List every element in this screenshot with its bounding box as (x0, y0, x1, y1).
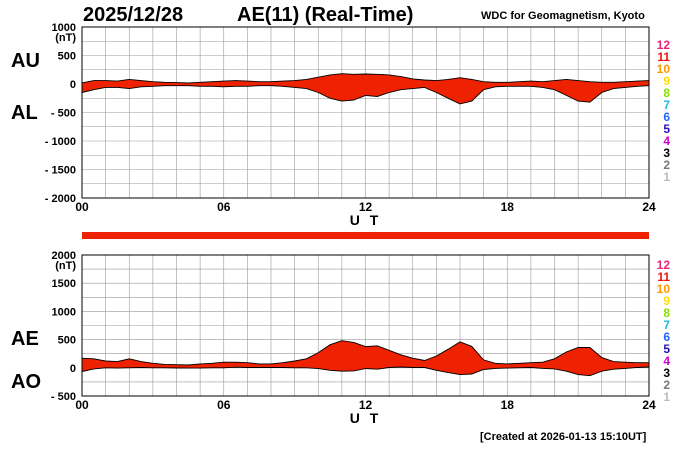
legend-entry: 1 (663, 170, 670, 184)
legend-entry: 4 (663, 134, 670, 148)
legend-entry: 9 (663, 74, 670, 88)
legend-entry: 7 (663, 98, 670, 112)
y-tick-label: 500 (58, 335, 76, 347)
plot-date: 2025/12/28 (83, 4, 184, 26)
au-al-panel: 1000 500 0 - 500 - 1000 - 1500 - 2000 (nT) 00 06 1… (45, 22, 671, 228)
legend-entry: 4 (663, 354, 670, 368)
x-tick-label: 18 (501, 200, 515, 214)
legend-entry: 8 (663, 86, 670, 100)
y-tick-label: 500 (58, 51, 76, 63)
x-tick-label: 24 (642, 200, 656, 214)
legend-entry: 11 (657, 270, 670, 284)
created-timestamp: [Created at 2026-01-13 15:10UT] (480, 431, 647, 443)
y-tick-label: - 2000 (45, 193, 76, 205)
y-tick-label: 2000 (52, 250, 76, 262)
y-tick-label: - 1000 (45, 136, 76, 148)
legend-entry: 11 (657, 50, 670, 64)
legend-entry: 5 (663, 122, 670, 136)
y-tick-label: - 500 (51, 391, 76, 403)
legend-entry: 10 (657, 62, 671, 76)
series-line-au (81, 73, 650, 84)
y-tick-label: 1500 (52, 278, 76, 290)
series-line-ae (81, 340, 649, 366)
legend-entry: 7 (663, 318, 670, 332)
legend-entry: 2 (663, 158, 670, 172)
legend-entry: 5 (663, 342, 670, 356)
x-tick-label: 12 (359, 398, 373, 412)
y-unit-label: (nT) (55, 32, 76, 44)
y-tick-label: - 1500 (45, 165, 76, 177)
x-tick-label: 18 (501, 398, 515, 412)
series-line-al (81, 85, 650, 105)
series-line-ao (81, 366, 650, 377)
legend-entry: 6 (663, 110, 670, 124)
x-tick-label: 24 (642, 398, 656, 412)
x-axis-label: U T (350, 212, 382, 228)
x-tick-label: 00 (75, 200, 89, 214)
plot-title: AE(11) (Real-Time) (237, 4, 414, 26)
legend-entry: 1 (663, 390, 670, 404)
plot-frame (81, 254, 650, 397)
source-label: WDC for Geomagnetism, Kyoto (481, 10, 645, 22)
al-label: AL (11, 102, 38, 124)
ao-label: AO (11, 371, 41, 393)
legend-entry: 8 (663, 306, 670, 320)
ae-label: AE (11, 328, 39, 350)
y-tick-label: 1000 (52, 306, 76, 318)
plot-frame (81, 26, 650, 199)
y-unit-label: (nT) (55, 260, 76, 272)
y-tick-label: 0 (70, 363, 76, 375)
y-tick-label: 0 (70, 79, 76, 91)
x-tick-label: 06 (217, 398, 231, 412)
au-label: AU (11, 50, 40, 72)
legend-entry: 10 (657, 282, 671, 296)
legend-entry: 6 (663, 330, 670, 344)
separator-bar (82, 232, 649, 239)
y-tick-label: - 500 (51, 108, 76, 120)
x-tick-label: 00 (75, 398, 89, 412)
y-tick-label: 1000 (52, 22, 76, 34)
legend-entry: 9 (663, 294, 670, 308)
x-tick-label: 06 (217, 200, 231, 214)
legend-entry: 12 (657, 258, 671, 272)
legend-entry: 2 (663, 378, 670, 392)
x-tick-label: 12 (359, 200, 373, 214)
legend-entry: 12 (657, 38, 671, 52)
envelope-fill (82, 340, 649, 376)
legend-entry: 3 (663, 366, 670, 380)
x-axis-label: U T (350, 410, 382, 426)
legend-entry: 3 (663, 146, 670, 160)
